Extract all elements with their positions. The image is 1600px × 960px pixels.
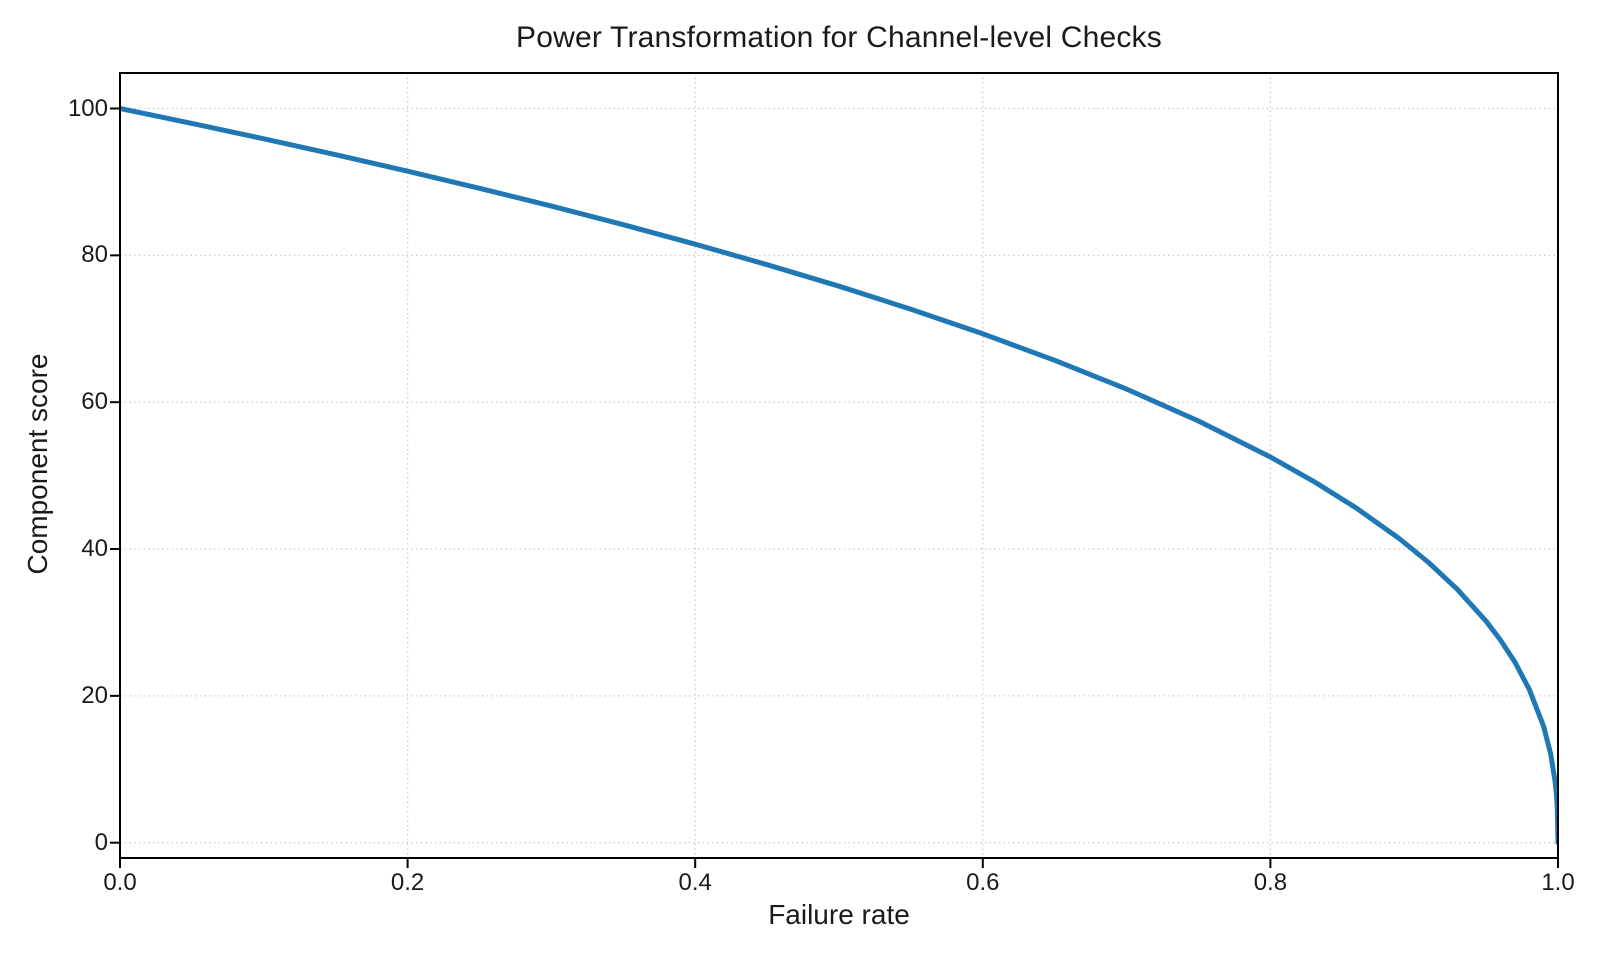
- chart-title: Power Transformation for Channel-level C…: [516, 21, 1162, 54]
- curve-power-transform: [120, 106, 1558, 846]
- x-tick-label-0.4: 0.4: [678, 869, 712, 896]
- x-tick-label-0.2: 0.2: [390, 869, 425, 896]
- x-tick-label-0.8: 0.8: [1253, 869, 1288, 896]
- y-tick-label-0: 0: [94, 828, 108, 856]
- y-tick-label-60: 60: [81, 388, 108, 416]
- x-axis-label: Failure rate: [768, 899, 910, 930]
- y-tick-label-40: 40: [81, 535, 108, 563]
- x-tick-label-0.6: 0.6: [966, 869, 1000, 896]
- y-tick-label-20: 20: [81, 681, 108, 709]
- x-tick-label-0.0: 0.0: [103, 869, 137, 896]
- y-tick-label-80: 80: [81, 241, 108, 269]
- axes-spines: [119, 72, 1559, 859]
- x-tick-label-1.0: 1.0: [1541, 869, 1575, 896]
- y-tick-label-100: 100: [67, 94, 108, 122]
